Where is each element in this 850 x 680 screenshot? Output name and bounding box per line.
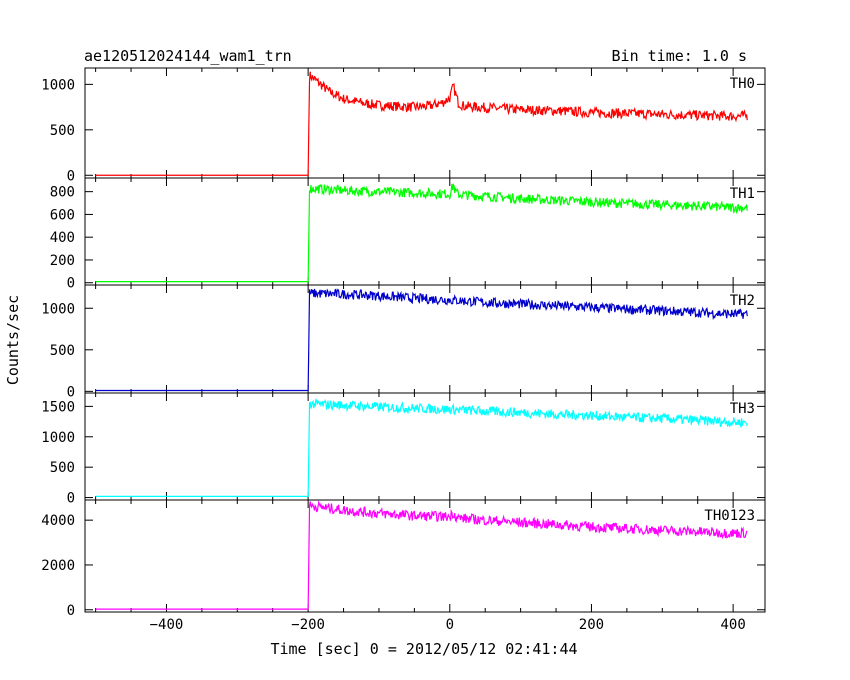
x-tick-label--400: −400: [150, 617, 184, 633]
series-line-TH0: [95, 71, 748, 176]
y-tick-label-TH0123-0: 0: [67, 603, 75, 619]
panel-frame-TH0123: [84, 499, 766, 613]
y-tick-label-TH3-0: 0: [67, 491, 75, 507]
x-tick-label-200: 200: [579, 617, 604, 633]
series-label-TH1: TH1: [730, 186, 755, 202]
y-tick-label-TH0-500: 500: [50, 123, 75, 139]
y-tick-label-TH1-0: 0: [67, 276, 75, 292]
y-tick-label-TH0-0: 0: [67, 168, 75, 184]
y-tick-label-TH1-600: 600: [50, 207, 75, 223]
y-tick-label-TH0123-2000: 2000: [41, 558, 75, 574]
y-tick-label-TH0-1000: 1000: [41, 77, 75, 93]
y-tick-label-TH2-0: 0: [67, 384, 75, 400]
y-tick-label-TH2-500: 500: [50, 343, 75, 359]
y-tick-label-TH3-1000: 1000: [41, 430, 75, 446]
bin-time-label: Bin time: 1.0 s: [612, 47, 747, 65]
y-tick-label-TH2-1000: 1000: [41, 301, 75, 317]
y-tick-label-TH3-1500: 1500: [41, 399, 75, 415]
series-line-TH0123: [95, 499, 748, 610]
plot-title: ae120512024144_wam1_trn: [84, 47, 292, 65]
x-axis-title: Time [sec] 0 = 2012/05/12 02:41:44: [270, 640, 577, 658]
series-line-TH2: [95, 288, 748, 392]
y-tick-label-TH0123-4000: 4000: [41, 513, 75, 529]
y-tick-label-TH1-400: 400: [50, 230, 75, 246]
series-label-TH2: TH2: [730, 293, 755, 309]
series-label-TH0123: TH0123: [704, 508, 755, 524]
x-tick-label--200: −200: [291, 617, 325, 633]
series-label-TH0: TH0: [730, 76, 755, 92]
panels-group: 0 500 1000 TH0 0 200 400 600 800 TH1 0 500 1000 TH2 0 5…: [41, 67, 766, 633]
x-tick-label-0: 0: [446, 617, 454, 633]
y-tick-label-TH1-800: 800: [50, 185, 75, 201]
x-tick-label-400: 400: [720, 617, 745, 633]
panel-frame-TH0: [84, 67, 766, 179]
panel-frame-TH3: [84, 392, 766, 501]
series-label-TH3: TH3: [730, 401, 755, 417]
y-tick-label-TH1-200: 200: [50, 253, 75, 269]
series-line-TH1: [95, 182, 748, 283]
y-tick-label-TH3-500: 500: [50, 460, 75, 476]
panel-frame-TH2: [84, 284, 766, 394]
series-line-TH3: [95, 398, 748, 497]
y-axis-title: Counts/sec: [4, 295, 22, 385]
